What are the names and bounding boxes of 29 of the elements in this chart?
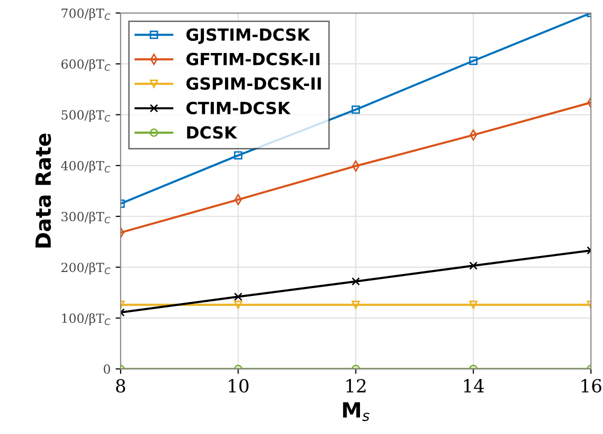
y-tick-label: 600/βT$_{C}$: [61, 59, 110, 72]
point: [469, 300, 478, 310]
x-tick-label: 16: [582, 378, 602, 393]
x-tick-label: 12: [346, 378, 366, 392]
y-tick-label: 0: [104, 364, 110, 374]
point: [352, 300, 360, 310]
legend-label: GJSTIM-DCSK: [186, 28, 310, 44]
point: [352, 277, 360, 286]
y-tick-label: 200/βT$_{C}$: [61, 262, 110, 275]
y-tick-label: 700/βT$_{C}$: [62, 8, 110, 20]
point: [234, 292, 242, 301]
legend-label: DCSK: [187, 126, 238, 139]
x-tick-label: 10: [228, 378, 248, 393]
x-tick-label: 14: [464, 378, 484, 392]
point: [234, 300, 242, 310]
y-tick-label: 100/βT$_{C}$: [62, 313, 110, 326]
y-tick-label: 300/βT$_{C}$: [62, 212, 110, 224]
y-tick-label: 400/βT$_{C}$: [61, 160, 110, 173]
y-axis-title: Data Rate: [36, 134, 52, 248]
legend-label: GSPIM-DCSK-II: [186, 77, 321, 90]
point: [352, 105, 360, 114]
x-axis-title: M$_{s}$: [343, 402, 370, 422]
x-tick-label: 8: [116, 378, 126, 393]
point: [469, 262, 478, 270]
point: [234, 151, 242, 160]
legend-label: GFTIM-DCSK-II: [186, 52, 320, 66]
legend-label: CTIM-DCSK: [186, 102, 291, 114]
point: [469, 56, 478, 65]
y-tick-label: 500/βT$_{C}$: [62, 110, 110, 122]
